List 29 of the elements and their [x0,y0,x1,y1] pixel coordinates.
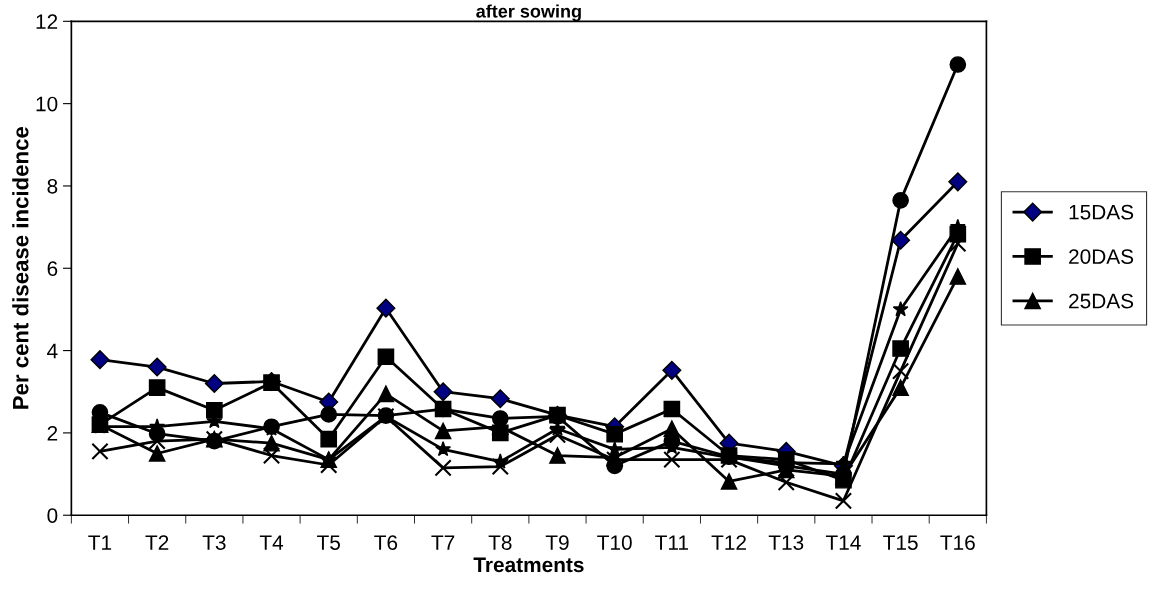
y-tick-label: 0 [47,508,58,523]
y-tick-label: 6 [47,261,58,277]
x-tick-label: T7 [431,535,455,550]
legend-label: 20DAS [1069,249,1134,264]
x-tick-label: T5 [317,535,340,550]
y-tick-label: 10 [36,96,58,112]
x-tick-label: T4 [259,535,284,550]
x-tick-label: T14 [825,535,861,550]
y-tick-label: 8 [47,178,58,194]
x-tick-label: T8 [488,535,512,550]
x-tick-label: T13 [768,535,804,550]
y-tick-label: 2 [47,425,58,441]
y-axis-title: Per cent disease incidence [12,126,29,409]
x-tick-label: T11 [655,535,689,550]
legend-label: 15DAS [1069,204,1134,220]
legend-label: 25DAS [1069,293,1134,309]
x-tick-label: T1 [88,535,112,550]
x-tick-label: T10 [597,535,632,550]
y-tick-label: 12 [36,14,58,29]
x-tick-label: T9 [545,535,569,550]
x-tick-label: T2 [145,535,169,550]
x-tick-label: T6 [374,535,398,550]
x-tick-label: T3 [202,535,226,550]
x-tick-label: T15 [883,535,918,550]
x-tick-label: T12 [711,535,746,550]
chart-title: after sowing [476,4,581,22]
x-tick-label: T16 [940,535,975,550]
x-axis-title: Treatments [473,557,584,573]
y-tick-label: 4 [47,343,58,359]
